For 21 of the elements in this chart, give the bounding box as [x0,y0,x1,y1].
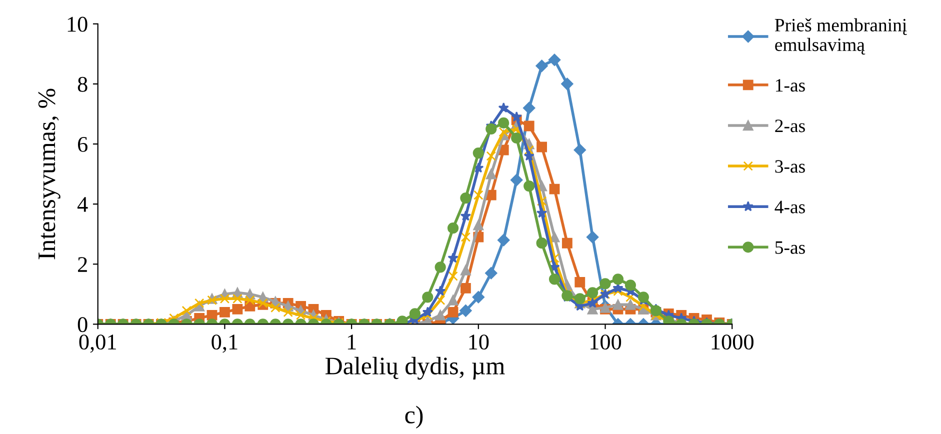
y-axis-title: Intensyvumas, % [38,88,60,260]
legend-label: 3-as [775,160,805,173]
y-tick-label: 8 [78,76,88,92]
legend-label: 2-as [775,120,805,132]
x-tick-label: 0,01 [79,334,116,353]
y-tick-label: 6 [78,136,88,152]
legend-label: 4-as [774,200,805,214]
legend-label: 5-as [775,241,805,254]
x-tick-label: 100 [590,334,622,350]
x-tick-label: 0,1 [212,334,238,353]
y-tick-label: 10 [68,16,88,32]
legend-label: 1-as [776,79,805,92]
x-tick-label: 10 [469,334,489,350]
x-tick-label: 1000 [712,334,754,350]
x-tick-label: 1 [348,334,356,350]
x-axis-title: Dalelių dydis, µm [326,356,505,380]
y-tick-label: 0 [78,317,88,332]
y-tick-label: 2 [78,257,87,272]
text: c) [405,406,423,428]
y-tick-label: 4 [77,197,88,212]
legend-label: Prieš membraninį emulsavimą [774,18,907,55]
